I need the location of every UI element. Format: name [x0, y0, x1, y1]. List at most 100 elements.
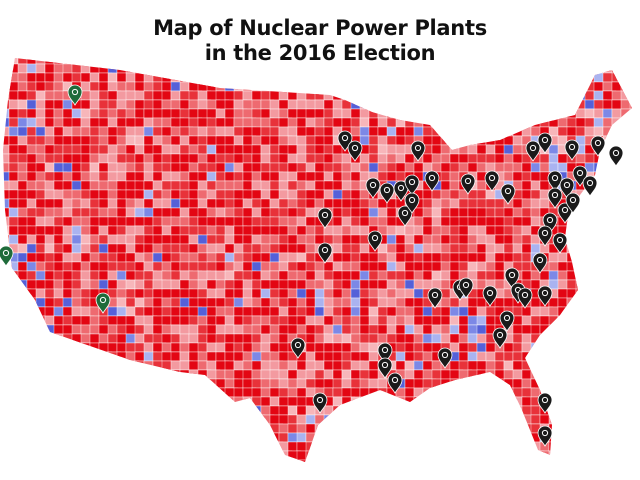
- county: [170, 342, 181, 353]
- county: [152, 396, 163, 407]
- county: [557, 315, 576, 326]
- county: [584, 351, 595, 362]
- county: [170, 432, 185, 443]
- county: [620, 189, 632, 200]
- county: [179, 234, 190, 245]
- county: [476, 414, 491, 425]
- county: [593, 288, 604, 299]
- county: [602, 342, 621, 353]
- county: [278, 189, 289, 200]
- county: [179, 387, 190, 398]
- county: [341, 432, 352, 443]
- county: [134, 117, 145, 128]
- county: [359, 72, 370, 83]
- county: [161, 315, 172, 326]
- county: [458, 117, 477, 128]
- county: [197, 396, 216, 407]
- marker-icon: [316, 396, 324, 404]
- county: [602, 189, 621, 200]
- county: [449, 450, 464, 461]
- county: [125, 81, 136, 92]
- county: [89, 414, 104, 425]
- county: [80, 450, 99, 461]
- county: [611, 441, 630, 452]
- county: [143, 360, 154, 371]
- county: [134, 459, 153, 462]
- county: [98, 153, 109, 164]
- county: [404, 432, 415, 443]
- county: [206, 423, 217, 434]
- county: [368, 414, 379, 425]
- county: [431, 63, 442, 74]
- county: [3, 396, 18, 407]
- county: [521, 360, 540, 371]
- county: [170, 441, 185, 452]
- county: [341, 225, 352, 236]
- county: [116, 342, 127, 353]
- county: [305, 252, 316, 263]
- county: [71, 369, 90, 380]
- county: [8, 324, 23, 335]
- county: [575, 333, 590, 344]
- county: [602, 225, 613, 236]
- county: [611, 387, 626, 398]
- county: [404, 342, 415, 353]
- county: [620, 342, 631, 353]
- county: [143, 216, 154, 227]
- county: [107, 423, 126, 434]
- county: [17, 315, 32, 326]
- county: [17, 369, 32, 380]
- county: [485, 117, 504, 128]
- county: [458, 396, 473, 407]
- county: [467, 108, 486, 119]
- county: [476, 297, 487, 308]
- county: [350, 81, 369, 92]
- county: [359, 414, 370, 425]
- county: [44, 423, 59, 434]
- county: [314, 441, 325, 452]
- county: [467, 396, 478, 407]
- county: [620, 450, 632, 461]
- county: [629, 378, 632, 389]
- county: [269, 342, 280, 353]
- county: [548, 162, 559, 173]
- county: [404, 324, 415, 335]
- county: [431, 126, 446, 137]
- county: [512, 243, 523, 254]
- county: [251, 315, 262, 326]
- county: [242, 333, 253, 344]
- county: [530, 414, 541, 425]
- county: [125, 108, 136, 119]
- county: [485, 423, 504, 434]
- county: [153, 469, 166, 478]
- county: [431, 369, 442, 380]
- county: [107, 441, 118, 452]
- county: [557, 441, 572, 452]
- county: [80, 405, 95, 416]
- county: [224, 117, 235, 128]
- county: [414, 469, 427, 478]
- county: [71, 162, 82, 173]
- county: [62, 369, 81, 380]
- county: [422, 252, 433, 263]
- county: [440, 90, 459, 101]
- county: [233, 144, 244, 155]
- county: [440, 396, 451, 407]
- county: [26, 414, 41, 425]
- county: [368, 126, 379, 137]
- marker-icon: [496, 331, 504, 339]
- county: [629, 261, 632, 272]
- county: [215, 207, 226, 218]
- county: [575, 225, 586, 236]
- county: [279, 469, 292, 478]
- county: [467, 459, 482, 462]
- county: [89, 207, 100, 218]
- county: [485, 81, 496, 92]
- county: [566, 432, 577, 443]
- county: [287, 288, 298, 299]
- county: [197, 144, 208, 155]
- county: [602, 261, 613, 272]
- marker-icon: [612, 149, 620, 157]
- county: [125, 450, 140, 461]
- county: [3, 423, 18, 434]
